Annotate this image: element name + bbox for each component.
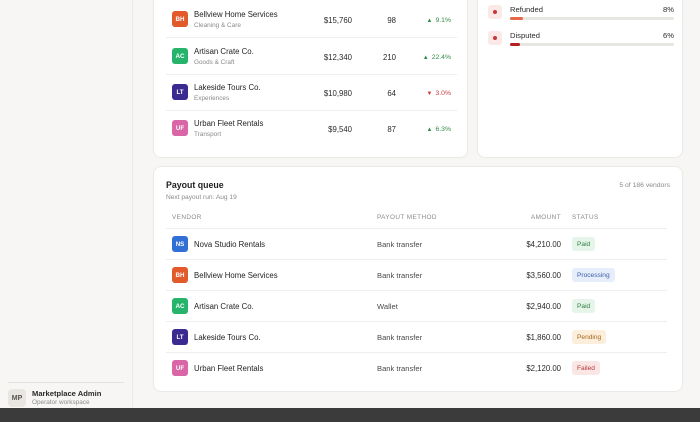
vendor-change: ▲ 6.3% — [426, 126, 451, 133]
sidebar: MP Marketplace Admin Operator workspace — [0, 0, 133, 408]
vendor-category: Experiences — [194, 95, 230, 102]
payout-method: Wallet — [377, 302, 398, 311]
vendor-orders: 210 — [382, 53, 396, 62]
sidebar-user[interactable]: MP Marketplace Admin Operator workspace — [8, 389, 101, 407]
payout-amount: $2,940.00 — [526, 302, 561, 311]
vendor-logo: UF — [172, 360, 188, 376]
main-content: BH Bellview Home Services Cleaning & Car… — [134, 0, 700, 408]
vendor-logo: AC — [172, 298, 188, 314]
payout-amount: $3,560.00 — [526, 271, 561, 280]
status-dot-icon — [488, 31, 502, 45]
status-dot-icon — [488, 5, 502, 19]
vendor-orders: 64 — [387, 89, 396, 98]
payout-method: Bank transfer — [377, 271, 423, 280]
vendor-logo: UF — [172, 120, 188, 136]
vendor-row[interactable]: AC Artisan Crate Co. Goods & Craft $12,3… — [166, 39, 457, 75]
vendor-row[interactable]: BH Bellview Home Services Cleaning & Car… — [166, 2, 457, 38]
vendor-change: ▲ 9.1% — [426, 17, 451, 24]
vendor-name: Bellview Home Services — [194, 271, 278, 280]
vendor-row[interactable]: LT Lakeside Tours Co. Experiences $10,98… — [166, 75, 457, 111]
payout-queue-count: 5 of 186 vendors — [619, 182, 670, 189]
trend-arrow-icon: ▲ — [426, 17, 433, 24]
order-status-card: Refunded 8% Disputed 6% — [477, 0, 683, 158]
avatar: MP — [8, 389, 26, 407]
status-badge: Pending — [572, 330, 607, 344]
payout-amount: $4,210.00 — [526, 240, 561, 249]
payout-queue-card: Payout queue Next payout run: Aug 19 5 o… — [153, 166, 683, 392]
payout-method: Bank transfer — [377, 364, 423, 373]
sidebar-divider — [8, 382, 124, 383]
vendor-logo: AC — [172, 48, 188, 64]
trend-arrow-icon: ▲ — [422, 54, 429, 61]
vendor-category: Goods & Craft — [194, 59, 235, 66]
vendor-name: Lakeside Tours Co. — [194, 83, 261, 92]
payout-table-header: VENDOR PAYOUT METHOD AMOUNT STATUS — [166, 208, 667, 229]
vendor-name: Urban Fleet Rentals — [194, 119, 264, 128]
status-row: Refunded 8% — [488, 3, 674, 23]
vendor-logo: BH — [172, 267, 188, 283]
status-label: Disputed — [510, 31, 540, 40]
vendor-name: Bellview Home Services — [194, 10, 278, 19]
column-header-method: PAYOUT METHOD — [377, 214, 437, 221]
status-label: Refunded — [510, 5, 543, 14]
vendor-revenue: $9,540 — [328, 125, 352, 134]
table-row[interactable]: NS Nova Studio Rentals Bank transfer $4,… — [166, 229, 667, 260]
trend-arrow-icon: ▲ — [426, 126, 433, 133]
status-badge: Processing — [572, 268, 615, 282]
vendor-category: Transport — [194, 131, 222, 138]
status-percent: 6% — [663, 31, 674, 40]
vendor-category: Cleaning & Care — [194, 22, 241, 29]
vendor-logo: BH — [172, 11, 188, 27]
vendor-logo: LT — [172, 84, 188, 100]
vendor-revenue: $10,980 — [323, 89, 352, 98]
vendor-revenue: $15,760 — [323, 16, 352, 25]
vendor-logo: NS — [172, 236, 188, 252]
payout-amount: $1,860.00 — [526, 333, 561, 342]
bottom-edge — [0, 408, 700, 422]
status-bar-fill — [510, 43, 520, 46]
vendor-change: ▲ 22.4% — [422, 54, 451, 61]
vendor-logo: LT — [172, 329, 188, 345]
payout-amount: $2,120.00 — [526, 364, 561, 373]
vendor-orders: 98 — [387, 16, 396, 25]
vendor-name: Lakeside Tours Co. — [194, 333, 261, 342]
table-row[interactable]: UF Urban Fleet Rentals Bank transfer $2,… — [166, 353, 667, 384]
status-row: Disputed 6% — [488, 29, 674, 49]
column-header-amount: AMOUNT — [530, 214, 561, 221]
status-badge: Paid — [572, 237, 596, 251]
status-bar-fill — [510, 17, 524, 20]
app-window: MP Marketplace Admin Operator workspace … — [0, 0, 700, 408]
table-row[interactable]: AC Artisan Crate Co. Wallet $2,940.00 Pa… — [166, 291, 667, 322]
column-header-vendor: VENDOR — [172, 214, 202, 221]
payout-method: Bank transfer — [377, 333, 423, 342]
status-bar — [510, 17, 674, 20]
table-row[interactable]: BH Bellview Home Services Bank transfer … — [166, 260, 667, 291]
vendor-revenue: $12,340 — [323, 53, 352, 62]
vendor-row[interactable]: UF Urban Fleet Rentals Transport $9,540 … — [166, 111, 457, 147]
vendor-orders: 87 — [387, 125, 396, 134]
vendor-name: Nova Studio Rentals — [194, 240, 266, 249]
vendor-name: Urban Fleet Rentals — [194, 364, 264, 373]
payout-queue-title: Payout queue — [166, 180, 224, 190]
payout-method: Bank transfer — [377, 240, 423, 249]
trend-arrow-icon: ▼ — [426, 90, 433, 97]
user-workspace: Operator workspace — [32, 399, 90, 406]
status-bar — [510, 43, 674, 46]
vendor-change: ▼ 3.0% — [426, 90, 451, 97]
status-badge: Failed — [572, 361, 600, 375]
payout-queue-subtitle: Next payout run: Aug 19 — [166, 194, 237, 201]
status-badge: Paid — [572, 299, 596, 313]
status-percent: 8% — [663, 5, 674, 14]
vendor-name: Artisan Crate Co. — [194, 47, 254, 56]
vendor-name: Artisan Crate Co. — [194, 302, 254, 311]
user-name: Marketplace Admin — [32, 389, 102, 398]
top-vendors-card: BH Bellview Home Services Cleaning & Car… — [153, 0, 468, 158]
column-header-status: STATUS — [572, 214, 599, 221]
table-row[interactable]: LT Lakeside Tours Co. Bank transfer $1,8… — [166, 322, 667, 353]
